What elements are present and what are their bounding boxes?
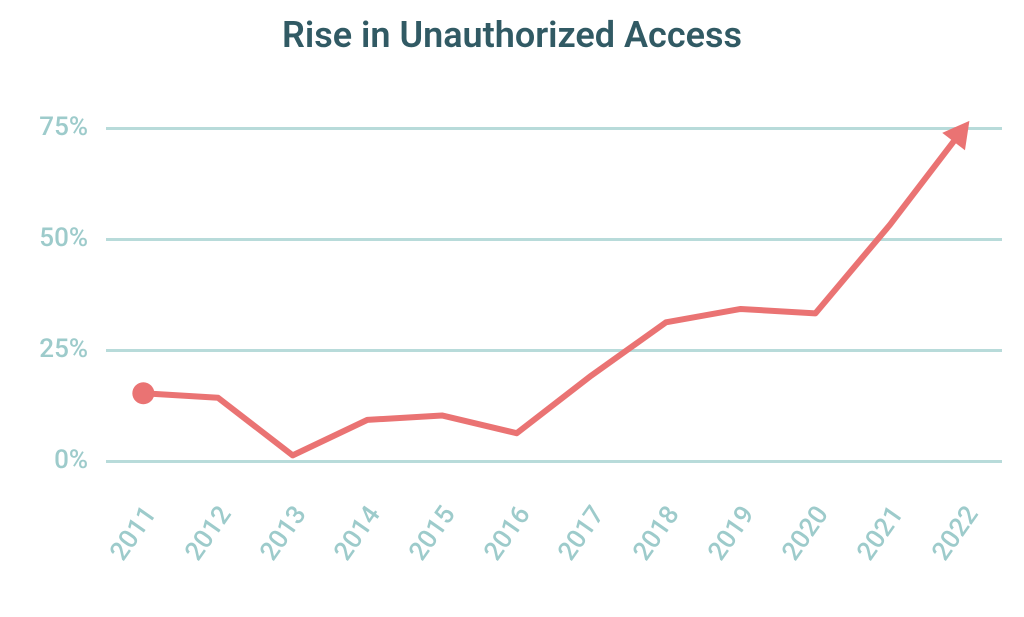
end-marker-arrow [942,121,969,150]
x-tick-label: 2021 [851,501,909,567]
x-tick-label: 2017 [553,501,611,567]
chart-container: Rise in Unauthorized Access 0%25%50%75%2… [0,0,1024,617]
x-tick-label: 2013 [254,501,312,567]
plot-area: 0%25%50%75%20112012201320142015201620172… [106,96,1002,482]
y-tick-label: 50% [8,223,88,253]
x-tick-label: 2018 [627,501,685,567]
series-line [106,96,1002,482]
chart-title: Rise in Unauthorized Access [0,14,1024,56]
x-tick-label: 2012 [179,501,237,567]
x-tick-label: 2019 [702,501,760,567]
start-marker-circle [132,382,154,404]
y-tick-label: 75% [8,112,88,142]
x-tick-label: 2014 [329,501,387,567]
y-tick-label: 25% [8,334,88,364]
x-tick-label: 2011 [105,501,163,567]
x-tick-label: 2020 [777,501,835,567]
x-tick-label: 2015 [403,501,461,567]
y-tick-label: 0% [8,445,88,475]
x-tick-label: 2016 [478,501,536,567]
x-tick-label: 2022 [926,501,984,567]
